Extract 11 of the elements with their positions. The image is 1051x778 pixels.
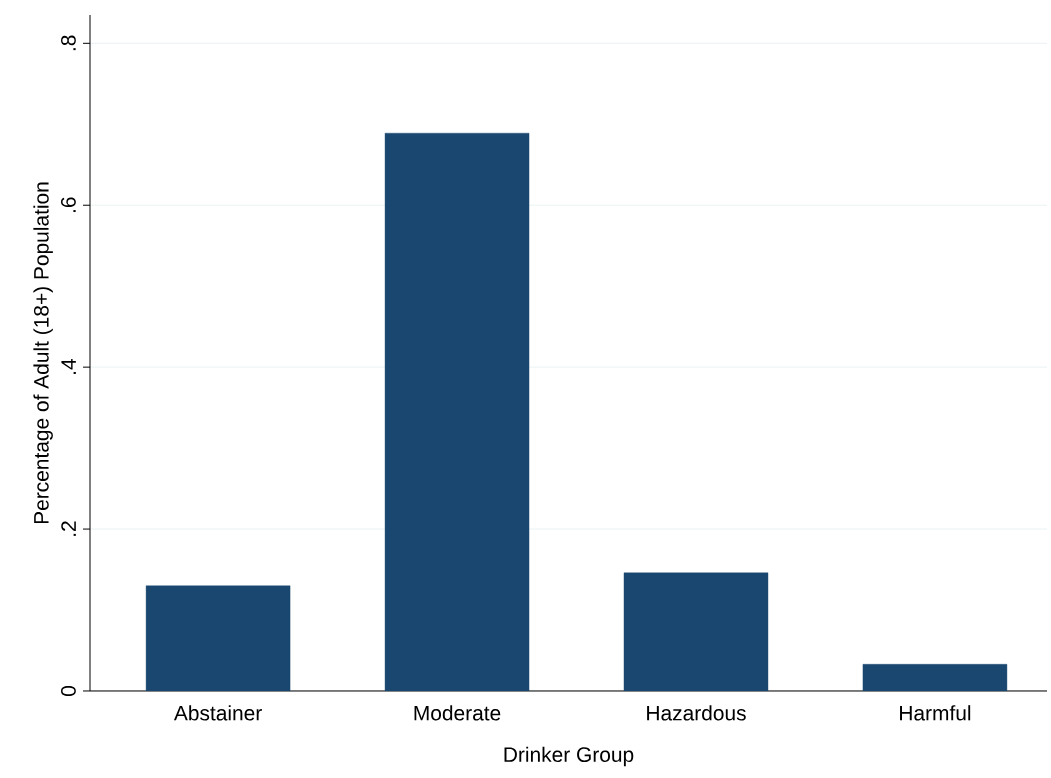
y-tick-label: .6 xyxy=(61,197,76,213)
y-axis-title: Percentage of Adult (18+) Population xyxy=(33,182,53,524)
y-tick-label: .2 xyxy=(61,521,76,536)
y-tick-label: .8 xyxy=(61,35,76,51)
x-axis-title: Drinker Group xyxy=(504,746,634,767)
x-tick-label: Moderate xyxy=(414,705,501,721)
x-tick-label: Hazardous xyxy=(647,705,746,721)
y-tick-label: 0 xyxy=(61,685,76,696)
x-tick-label: Harmful xyxy=(900,705,971,721)
y-tick-label: .4 xyxy=(61,359,76,374)
x-tick-label: Abstainer xyxy=(173,705,262,721)
